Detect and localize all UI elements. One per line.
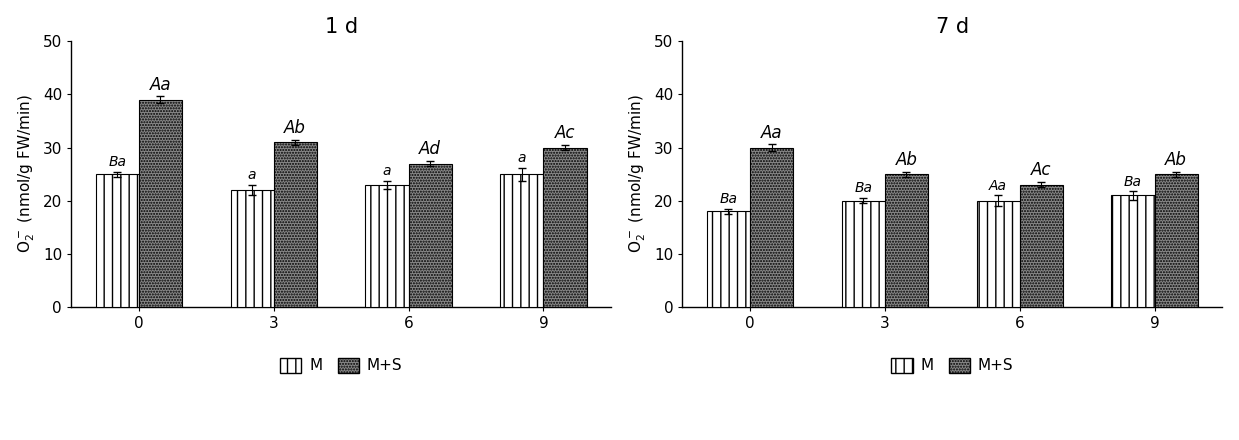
Y-axis label: O$_2^-$ (nmol/g FW/min): O$_2^-$ (nmol/g FW/min) [16, 95, 37, 253]
Text: Ba: Ba [720, 192, 737, 206]
Text: Ba: Ba [108, 155, 126, 169]
Text: Ab: Ab [285, 119, 306, 137]
Y-axis label: O$_2^-$ (nmol/g FW/min): O$_2^-$ (nmol/g FW/min) [628, 95, 648, 253]
Bar [750, 147, 793, 307]
Text: Aa: Aa [989, 179, 1007, 193]
Text: Ab: Ab [1165, 151, 1187, 169]
Bar [409, 164, 452, 307]
Bar [230, 190, 274, 307]
Bar [544, 147, 586, 307]
Bar [1155, 174, 1198, 307]
Bar [885, 174, 928, 307]
Text: Aa: Aa [761, 124, 782, 142]
Text: Ac: Ac [1031, 161, 1052, 180]
Bar [95, 174, 139, 307]
Text: Ba: Ba [1124, 175, 1142, 189]
Text: Ab: Ab [896, 151, 917, 169]
Bar [706, 212, 750, 307]
Title: 1 d: 1 d [325, 17, 358, 37]
Bar [976, 201, 1020, 307]
Bar [274, 142, 317, 307]
Title: 7 d: 7 d [935, 17, 969, 37]
Legend: M, M+S: M, M+S [274, 352, 409, 380]
Text: Ac: Ac [555, 124, 575, 142]
Text: Aa: Aa [150, 76, 171, 94]
Text: a: a [518, 151, 527, 165]
Bar [841, 201, 885, 307]
Bar [1111, 195, 1155, 307]
Text: a: a [383, 165, 392, 179]
Text: Ad: Ad [419, 140, 441, 158]
Bar [501, 174, 544, 307]
Bar [1020, 185, 1063, 307]
Text: a: a [248, 168, 256, 182]
Legend: M, M+S: M, M+S [885, 352, 1020, 380]
Bar [139, 99, 182, 307]
Text: Ba: Ba [855, 181, 872, 195]
Bar [366, 185, 409, 307]
